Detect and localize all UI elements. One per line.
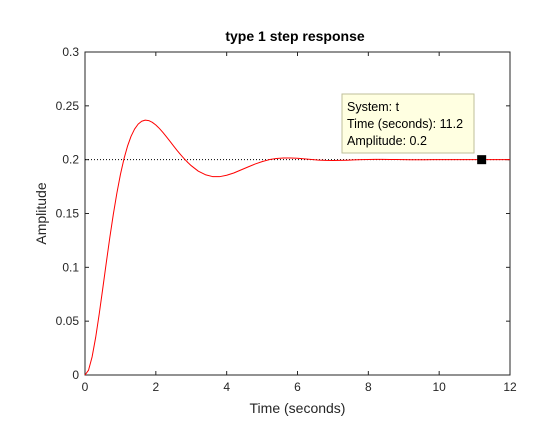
y-tick-label: 0.3 [62, 45, 79, 59]
y-tick-label: 0.05 [56, 314, 80, 328]
datatip-text: Amplitude: 0.2 [347, 134, 427, 148]
x-tick-label: 0 [82, 380, 89, 394]
x-axis-label: Time (seconds) [250, 400, 346, 416]
x-tick-label: 6 [294, 380, 301, 394]
step-response-line [84, 119, 510, 376]
x-tick-label: 8 [365, 380, 372, 394]
y-tick-label: 0 [72, 368, 79, 382]
y-axis-label: Amplitude [33, 182, 49, 244]
x-tick-label: 2 [152, 380, 159, 394]
x-tick-label: 10 [432, 380, 446, 394]
y-tick-label: 0.15 [56, 207, 80, 221]
chart-title: type 1 step response [225, 28, 364, 44]
x-tick-label: 12 [503, 380, 517, 394]
datatip-box [341, 93, 475, 154]
x-tick-label: 4 [223, 380, 230, 394]
y-tick-label: 0.2 [62, 153, 79, 167]
datatip-text: System: t [347, 100, 400, 114]
datatip-text: Time (seconds): 11.2 [347, 117, 463, 131]
y-tick-label: 0.25 [56, 99, 80, 113]
y-tick-label: 0.1 [62, 260, 79, 274]
datatip-marker[interactable] [477, 155, 487, 165]
